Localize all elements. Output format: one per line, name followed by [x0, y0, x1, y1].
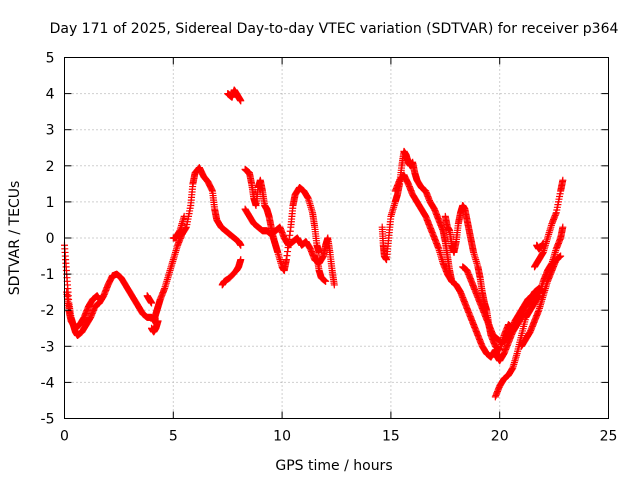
- x-tick-label: 0: [60, 429, 69, 445]
- data-point: [557, 252, 565, 260]
- data-point: [95, 295, 103, 303]
- x-tick-label: 15: [382, 429, 400, 445]
- data-point: [330, 281, 338, 289]
- y-tick-label: -2: [41, 303, 55, 319]
- y-tick-label: 2: [46, 159, 55, 175]
- data-point: [154, 317, 162, 325]
- series-p364-a: [61, 164, 245, 339]
- data-point: [559, 176, 567, 184]
- series-p364-j: [313, 252, 330, 285]
- data-points: [61, 86, 567, 401]
- series-p364-g: [224, 86, 245, 105]
- x-tick-label: 25: [600, 429, 618, 445]
- series-p364-c: [143, 292, 156, 307]
- series-p364-d: [148, 317, 162, 336]
- y-tick-label: 5: [46, 51, 55, 67]
- data-point: [237, 241, 245, 249]
- series-p364-b: [63, 288, 103, 332]
- y-tick-label: 3: [46, 123, 55, 139]
- series-p364-e: [169, 212, 188, 242]
- y-tick-label: 4: [46, 87, 55, 103]
- y-tick-label: 0: [46, 231, 55, 247]
- series-p364-p: [517, 252, 565, 350]
- data-point: [180, 212, 188, 220]
- x-tick-label: 10: [273, 429, 291, 445]
- y-tick-label: -3: [41, 339, 55, 355]
- data-point: [237, 97, 245, 105]
- y-tick-label: -4: [41, 375, 55, 391]
- x-tick-label: 5: [169, 429, 178, 445]
- y-axis-ticks: -5 -4 -3 -2 -1 0 1 2 3 4 5: [41, 51, 609, 428]
- series-p364-i: [241, 205, 338, 289]
- data-point: [559, 223, 567, 231]
- data-point: [322, 277, 330, 285]
- data-point: [237, 256, 245, 264]
- x-tick-label: 20: [491, 429, 509, 445]
- data-point: [539, 239, 547, 247]
- y-axis-label: SDTVAR / TECUs: [7, 181, 23, 296]
- series-p364-o: [491, 223, 567, 401]
- series-p364-n: [459, 263, 541, 347]
- x-axis-label: GPS time / hours: [275, 458, 392, 474]
- series-p364-r: [533, 239, 547, 253]
- y-tick-label: -5: [41, 412, 55, 428]
- series-p364-f: [218, 256, 245, 289]
- y-tick-label: -1: [41, 267, 55, 283]
- y-tick-label: 1: [46, 195, 55, 211]
- chart-title: Day 171 of 2025, Sidereal Day-to-day VTE…: [50, 21, 619, 37]
- x-axis-ticks: 0 5 10 15 20 25: [60, 57, 618, 445]
- data-point: [148, 299, 156, 307]
